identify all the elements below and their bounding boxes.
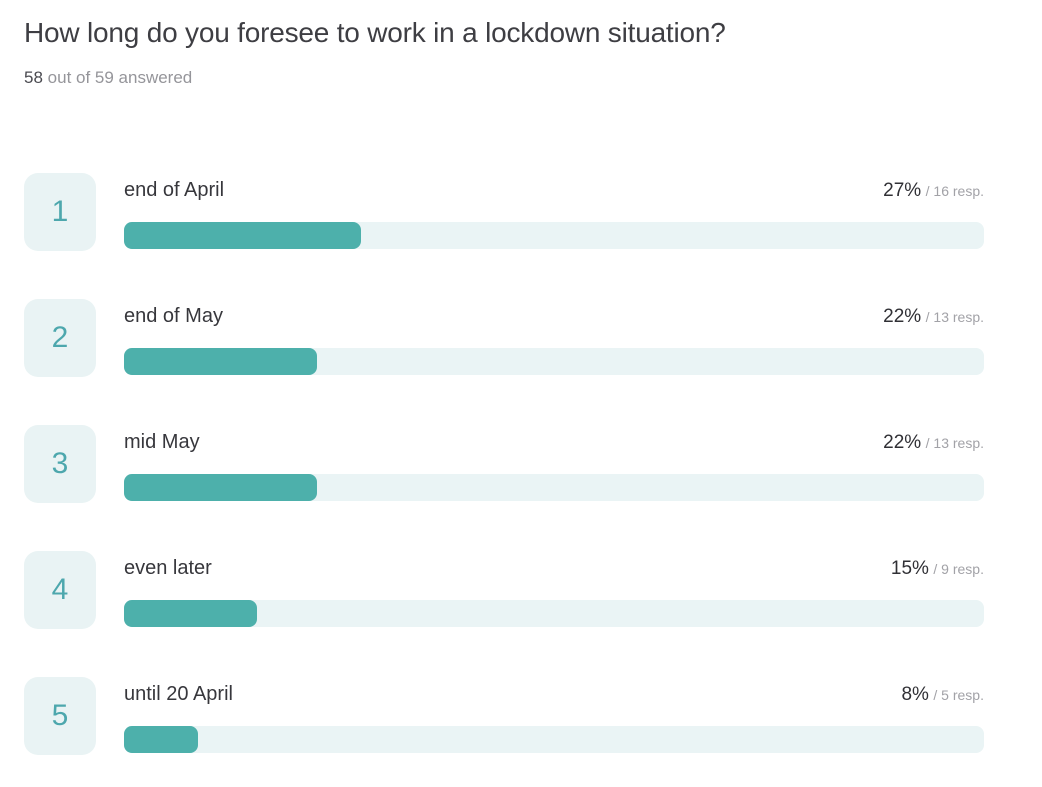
response-count: / 16 resp. xyxy=(925,182,984,199)
answered-status: 58 out of 59 answered xyxy=(24,68,984,88)
answer-label: even later xyxy=(124,556,212,579)
ranking-row-4: 4 even later 15% / 9 resp. xyxy=(24,550,984,629)
question-title: How long do you foresee to work in a loc… xyxy=(24,17,726,48)
progress-track xyxy=(124,473,984,501)
answer-stats: 27% / 16 resp. xyxy=(883,180,984,202)
rank-number: 2 xyxy=(51,320,69,354)
response-count: / 5 resp. xyxy=(933,686,984,703)
ranking-row-5: 5 until 20 April 8% / 5 resp. xyxy=(24,676,984,755)
rank-badge: 5 xyxy=(24,676,96,755)
answered-total-text: out of 59 answered xyxy=(47,67,193,87)
response-count: / 13 resp. xyxy=(925,434,984,451)
percent-value: 8% xyxy=(901,683,929,705)
response-count: / 9 resp. xyxy=(933,560,984,577)
progress-track xyxy=(124,347,984,375)
rank-number: 5 xyxy=(51,698,69,732)
answer-label: until 20 April xyxy=(124,682,233,705)
row-head: even later 15% / 9 resp. xyxy=(124,557,984,580)
progress-fill xyxy=(124,599,258,627)
progress-fill xyxy=(124,725,198,753)
ranking-list: 1 end of April 27% / 16 resp. 2 xyxy=(24,172,984,755)
answer-stats: 15% / 9 resp. xyxy=(891,558,984,580)
row-head: until 20 April 8% / 5 resp. xyxy=(124,683,984,706)
row-head: mid May 22% / 13 resp. xyxy=(124,431,984,454)
answer-stats: 8% / 5 resp. xyxy=(901,684,984,706)
rank-badge: 1 xyxy=(24,172,96,251)
ranking-row-1: 1 end of April 27% / 16 resp. xyxy=(24,172,984,251)
progress-fill xyxy=(124,221,362,249)
row-head: end of May 22% / 13 resp. xyxy=(124,305,984,328)
rank-badge: 4 xyxy=(24,550,96,629)
response-count: / 13 resp. xyxy=(925,308,984,325)
row-head: end of April 27% / 16 resp. xyxy=(124,179,984,202)
answer-label: end of May xyxy=(124,304,223,327)
rank-badge: 2 xyxy=(24,298,96,377)
row-main: end of May 22% / 13 resp. xyxy=(124,299,984,377)
percent-value: 27% xyxy=(883,179,922,201)
rank-number: 1 xyxy=(51,194,69,228)
answer-stats: 22% / 13 resp. xyxy=(883,432,984,454)
rank-number: 4 xyxy=(51,572,69,606)
ranking-row-2: 2 end of May 22% / 13 resp. xyxy=(24,298,984,377)
row-main: mid May 22% / 13 resp. xyxy=(124,425,984,503)
rank-badge: 3 xyxy=(24,424,96,503)
answer-label: end of April xyxy=(124,178,225,201)
rank-number: 3 xyxy=(51,446,69,480)
answer-label: mid May xyxy=(124,430,200,453)
progress-track xyxy=(124,599,984,627)
progress-fill xyxy=(124,347,317,375)
row-main: even later 15% / 9 resp. xyxy=(124,551,984,629)
percent-value: 22% xyxy=(883,305,922,327)
progress-track xyxy=(124,221,984,249)
percent-value: 15% xyxy=(890,557,929,579)
answer-stats: 22% / 13 resp. xyxy=(883,306,984,328)
answered-count: 58 xyxy=(24,67,43,87)
row-main: end of April 27% / 16 resp. xyxy=(124,173,984,251)
progress-fill xyxy=(124,473,317,501)
row-main: until 20 April 8% / 5 resp. xyxy=(124,677,984,755)
survey-results-page: How long do you foresee to work in a loc… xyxy=(24,17,984,755)
percent-value: 22% xyxy=(883,431,922,453)
ranking-row-3: 3 mid May 22% / 13 resp. xyxy=(24,424,984,503)
progress-track xyxy=(124,725,984,753)
